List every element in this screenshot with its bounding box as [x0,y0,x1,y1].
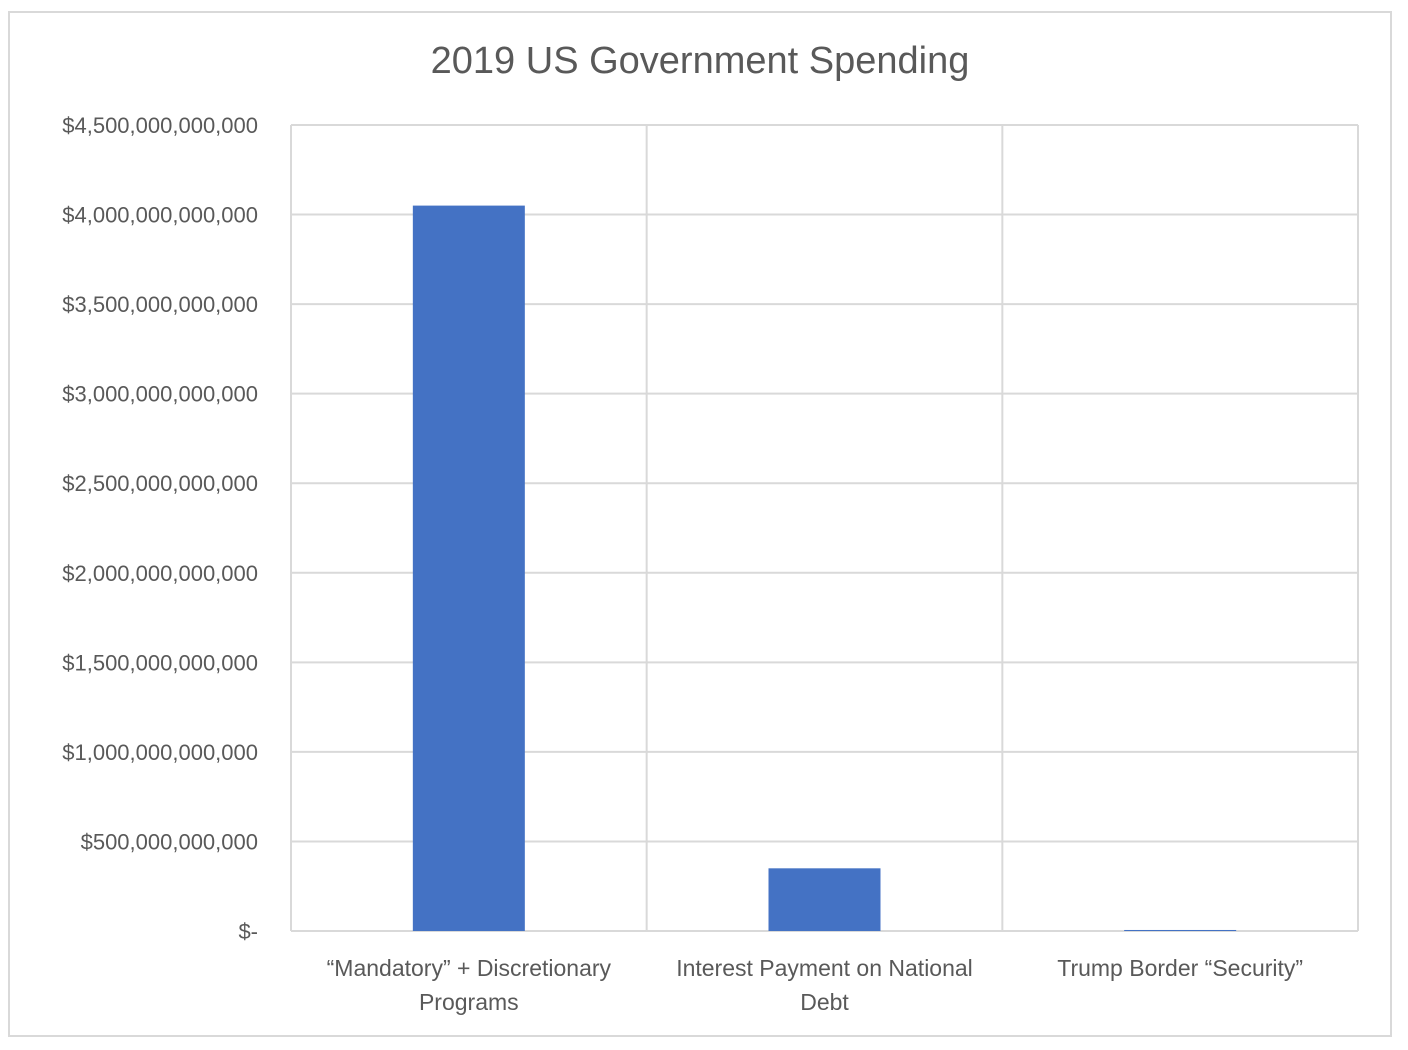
y-tick-label: $- [238,919,258,944]
y-tick-label: $3,500,000,000,000 [62,292,258,317]
y-tick-label: $1,000,000,000,000 [62,740,258,765]
y-tick-label: $2,500,000,000,000 [62,471,258,496]
y-tick-label: $500,000,000,000 [81,829,258,854]
x-category-label: “Mandatory” + Discretionary [327,955,612,981]
bar [1124,929,1237,931]
y-tick-label: $4,000,000,000,000 [62,203,258,228]
x-category-label: Interest Payment on National [676,955,973,981]
y-tick-label: $3,000,000,000,000 [62,382,258,407]
chart-title: 2019 US Government Spending [430,40,970,82]
y-tick-label: $2,000,000,000,000 [62,561,258,586]
x-category-label: Debt [800,989,849,1015]
x-category-label: Trump Border “Security” [1057,955,1303,981]
chart-frame [8,11,1392,1037]
y-tick-label: $4,500,000,000,000 [62,113,258,138]
bar [412,205,525,932]
bar [768,868,881,931]
y-tick-label: $1,500,000,000,000 [62,650,258,675]
x-category-label: Programs [419,989,519,1015]
